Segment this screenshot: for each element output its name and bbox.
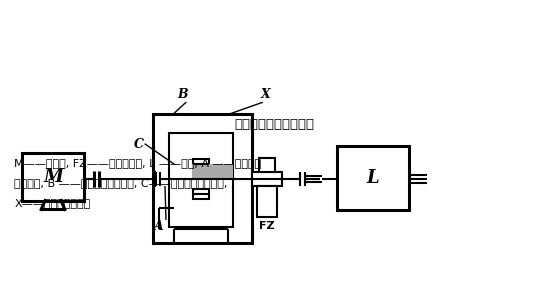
Bar — [22, 153, 84, 200]
Text: A: A — [154, 220, 164, 233]
Bar — [193, 159, 209, 169]
Text: 可控缓冲启动系统组成: 可控缓冲启动系统组成 — [234, 118, 314, 131]
Bar — [257, 186, 277, 217]
Text: M——电动机, FZ——磁粉制动器, L ——负载, A ——差动轮系: M——电动机, FZ——磁粉制动器, L ——负载, A ——差动轮系 — [14, 158, 261, 168]
Bar — [193, 189, 209, 199]
Text: M: M — [43, 168, 63, 186]
Text: L: L — [367, 169, 379, 187]
Bar — [169, 133, 233, 227]
Bar — [153, 114, 252, 243]
Text: C: C — [134, 138, 144, 151]
Text: 的中心轮, B ——差动轮系的内齿圈, C——差动轮系的行星轮,: 的中心轮, B ——差动轮系的内齿圈, C——差动轮系的行星轮, — [14, 178, 228, 188]
Bar — [252, 172, 282, 186]
Text: X——差动轮系的系杆: X——差动轮系的系杆 — [14, 198, 90, 207]
Bar — [338, 146, 409, 211]
Bar — [259, 158, 275, 172]
Bar — [191, 164, 233, 178]
Text: B: B — [178, 88, 188, 102]
Text: FZ: FZ — [259, 221, 275, 231]
Text: X: X — [260, 88, 270, 102]
